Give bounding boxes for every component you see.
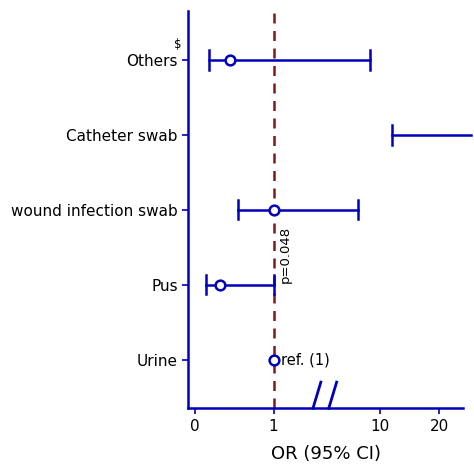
Text: $: $ xyxy=(174,38,181,52)
X-axis label: OR (95% CI): OR (95% CI) xyxy=(271,445,381,463)
Text: p=0.048: p=0.048 xyxy=(279,226,292,283)
Text: ref. (1): ref. (1) xyxy=(282,352,330,367)
